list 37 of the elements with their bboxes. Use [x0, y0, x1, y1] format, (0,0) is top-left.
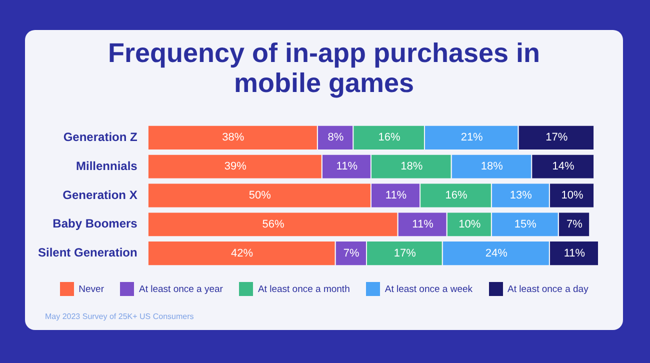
data-label: 11%	[385, 190, 407, 202]
data-label: 17%	[546, 132, 568, 144]
data-label: 17%	[394, 247, 416, 260]
data-label: 13%	[510, 190, 532, 202]
data-label: 16%	[445, 190, 468, 202]
legend-label: Never	[78, 284, 104, 294]
data-label: 56%	[262, 218, 285, 230]
legend-label: At least once a week	[384, 284, 473, 294]
data-label: 7%	[566, 218, 583, 230]
chart-title: Frequency of in-app purchases in mobile games	[106, 38, 542, 98]
data-label: 24%	[485, 247, 508, 260]
data-label: 14%	[552, 160, 575, 173]
data-label: 10%	[561, 190, 584, 202]
data-label: 11%	[564, 247, 586, 260]
legend-label: At least once a month	[258, 284, 350, 294]
data-label: 11%	[336, 160, 358, 173]
data-label: 39%	[224, 160, 247, 173]
y-tick-label: Millennials	[76, 158, 138, 173]
y-tick-label: Baby Boomers	[52, 216, 138, 231]
data-label: 8%	[328, 132, 344, 144]
data-label: 11%	[412, 218, 434, 230]
data-label: 21%	[460, 132, 484, 144]
data-label: 7%	[343, 247, 360, 260]
data-label: 18%	[480, 160, 504, 173]
y-tick-label: Generation Z	[63, 130, 138, 144]
data-label: 10%	[458, 218, 481, 230]
legend-label: At least once a year	[139, 284, 223, 294]
text: May 2023 Survey of 25K+ US Consumers	[45, 312, 194, 321]
data-label: 38%	[222, 132, 244, 144]
legend-label: At least once a day	[508, 284, 588, 294]
data-label: 16%	[378, 132, 401, 144]
data-label: 18%	[400, 160, 423, 173]
y-tick-label: Silent Generation	[38, 246, 138, 260]
data-label: 50%	[248, 190, 272, 202]
data-label: 15%	[514, 218, 537, 230]
data-label: 42%	[231, 247, 254, 260]
y-tick-label: Generation X	[62, 188, 138, 202]
